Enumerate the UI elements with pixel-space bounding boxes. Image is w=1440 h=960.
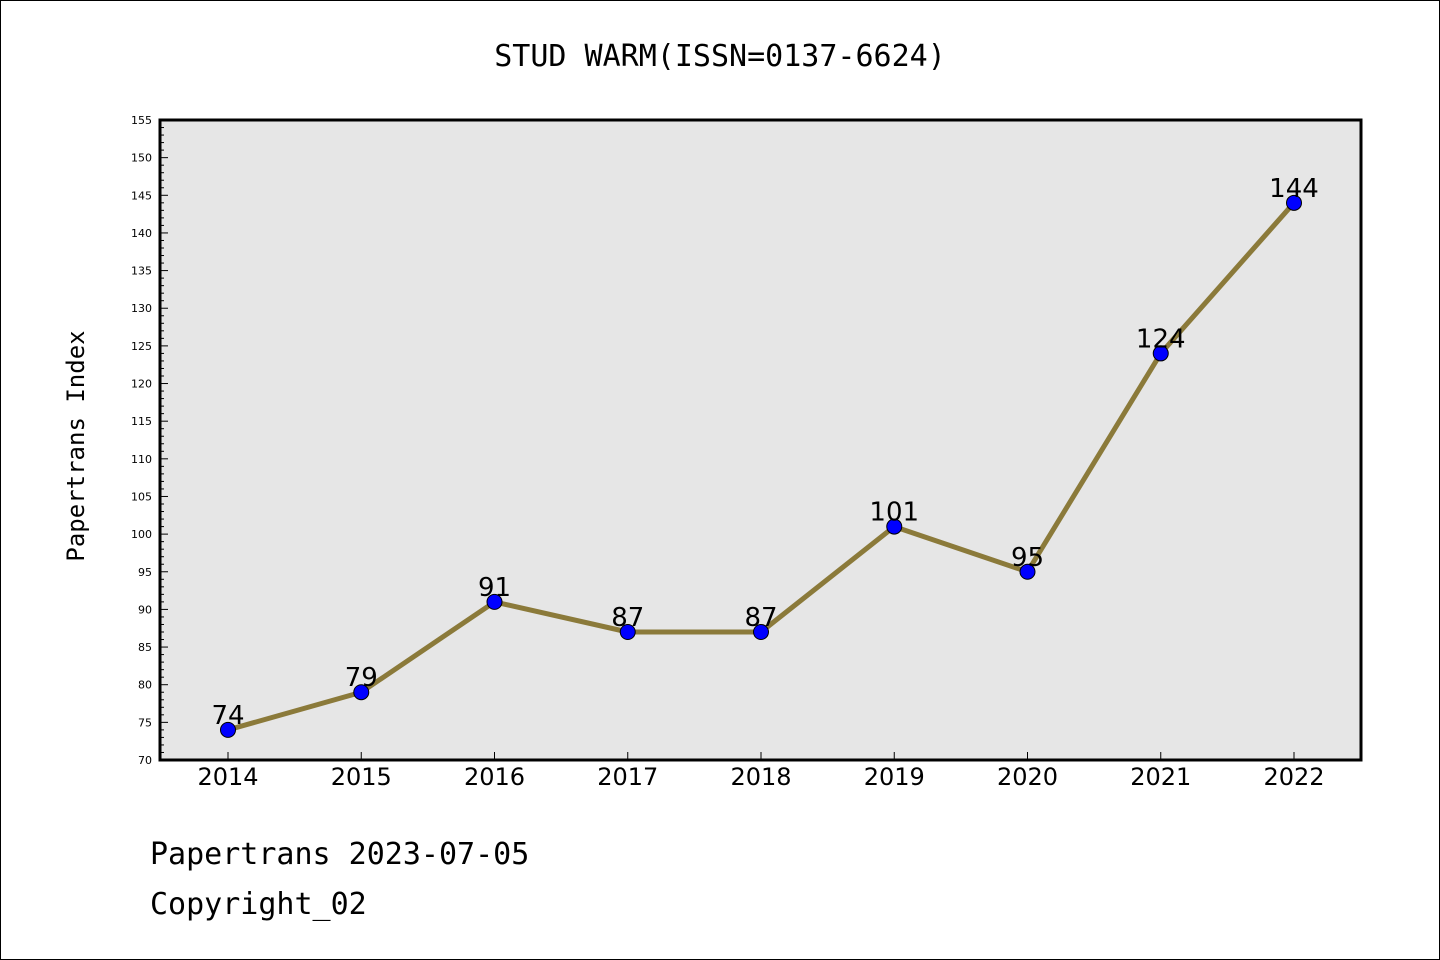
y-tick-label: 125 xyxy=(131,340,152,353)
data-label: 91 xyxy=(478,573,511,603)
y-tick-label: 85 xyxy=(138,641,152,654)
x-tick-label: 2016 xyxy=(464,763,525,791)
x-tick-label: 2018 xyxy=(730,763,791,791)
footer-date: Papertrans 2023-07-05 xyxy=(150,837,529,872)
y-tick-label: 75 xyxy=(138,716,152,729)
footer-copyright: Copyright_02 xyxy=(150,887,367,922)
x-axis: 2014 2015 2016 2017 2018 2019 2020 2021 2022 xyxy=(197,752,1325,791)
y-tick-label: 145 xyxy=(131,189,152,202)
y-tick-label: 120 xyxy=(131,378,152,391)
data-label: 87 xyxy=(611,603,644,633)
data-point xyxy=(1286,194,1302,211)
data-label: 87 xyxy=(744,603,777,633)
y-tick-label: 130 xyxy=(131,302,152,315)
y-tick-label: 110 xyxy=(131,453,152,466)
x-tick-label: 2021 xyxy=(1130,763,1191,791)
data-label: 124 xyxy=(1136,324,1186,354)
data-point xyxy=(753,624,769,640)
data-label: 95 xyxy=(1011,543,1044,573)
y-tick-label: 140 xyxy=(131,227,152,240)
y-tick-label: 95 xyxy=(138,566,152,579)
y-tick-label: 80 xyxy=(138,679,152,692)
x-tick-label: 2019 xyxy=(864,763,925,791)
data-point xyxy=(353,684,370,701)
data-point xyxy=(619,624,636,640)
y-tick-label: 155 xyxy=(131,114,152,127)
series-group: 74 79 91 87 87 101 95 124 144 xyxy=(211,174,1319,738)
plot-area xyxy=(160,120,1361,760)
y-tick-label: 90 xyxy=(138,603,152,616)
data-point xyxy=(886,518,903,535)
data-label: 144 xyxy=(1269,174,1319,204)
y-tick-label: 105 xyxy=(131,490,152,503)
data-point xyxy=(220,721,236,738)
x-tick-label: 2014 xyxy=(197,763,258,791)
x-tick-label: 2020 xyxy=(997,763,1058,791)
x-tick-label: 2017 xyxy=(597,763,658,791)
x-tick-label: 2022 xyxy=(1263,763,1324,791)
y-axis: 70 75 80 85 90 95 100 105 110 115 120 125 130 135 140 1… xyxy=(131,114,168,767)
chart-title: STUD WARM(ISSN=0137-6624) xyxy=(494,39,946,74)
data-label: 79 xyxy=(345,663,378,693)
y-tick-label: 135 xyxy=(131,265,152,278)
plot-border xyxy=(158,118,1363,762)
data-point xyxy=(1019,563,1036,580)
y-tick-label: 115 xyxy=(131,415,152,428)
y-tick-label: 100 xyxy=(131,528,152,541)
y-axis-label: Papertrans Index xyxy=(62,330,90,561)
data-point xyxy=(1152,345,1169,362)
y-tick-label: 150 xyxy=(131,152,152,165)
y-tick-label: 70 xyxy=(138,754,152,767)
data-label: 101 xyxy=(869,498,919,528)
x-tick-label: 2015 xyxy=(331,763,392,791)
data-point xyxy=(486,593,503,610)
data-label: 74 xyxy=(211,701,244,731)
